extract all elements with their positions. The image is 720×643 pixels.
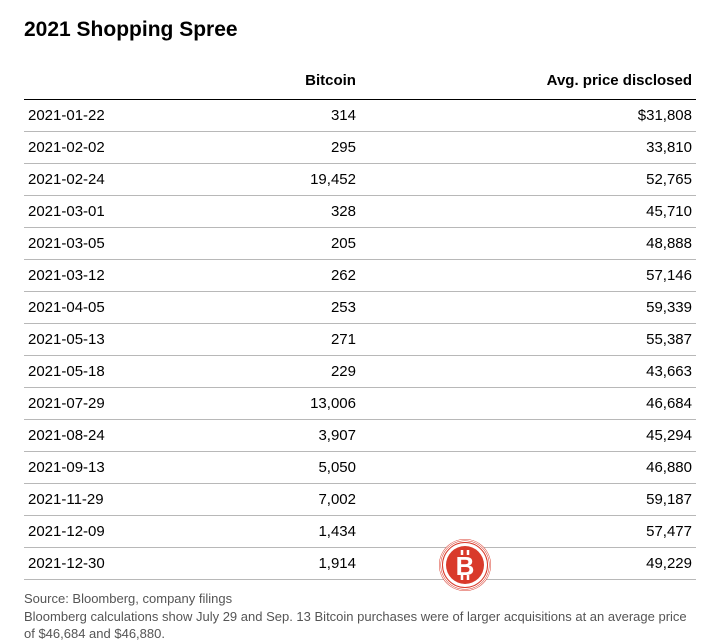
table-cell: 2021-04-05 [24, 292, 172, 324]
table-cell: 19,452 [172, 164, 360, 196]
table-cell: 43,663 [360, 356, 696, 388]
table-cell: 2021-03-01 [24, 196, 172, 228]
bitcoin-icon: B [438, 538, 492, 592]
table-row: 2021-03-1226257,146 [24, 260, 696, 292]
table-cell: 2021-01-22 [24, 100, 172, 132]
table-cell: 2021-05-18 [24, 356, 172, 388]
table-row: 2021-09-135,05046,880 [24, 452, 696, 484]
table-cell: 57,146 [360, 260, 696, 292]
table-cell: 229 [172, 356, 360, 388]
table-cell: 1,434 [172, 516, 360, 548]
table-row: 2021-08-243,90745,294 [24, 420, 696, 452]
table-cell: 13,006 [172, 388, 360, 420]
table-row: 2021-01-22314$31,808 [24, 100, 696, 132]
footer-notes: Source: Bloomberg, company filings Bloom… [24, 590, 696, 643]
table-cell: 46,684 [360, 388, 696, 420]
table-cell: 271 [172, 324, 360, 356]
table-row: 2021-02-0229533,810 [24, 132, 696, 164]
table-body: 2021-01-22314$31,8082021-02-0229533,8102… [24, 100, 696, 580]
table-cell: 45,710 [360, 196, 696, 228]
table-cell: 7,002 [172, 484, 360, 516]
table-row: 2021-12-301,91449,229 [24, 548, 696, 580]
table-row: 2021-02-2419,45252,765 [24, 164, 696, 196]
footer-source: Source: Bloomberg, company filings [24, 590, 696, 608]
table-cell: 48,888 [360, 228, 696, 260]
table-row: 2021-03-0132845,710 [24, 196, 696, 228]
table-cell: 59,339 [360, 292, 696, 324]
table-row: 2021-04-0525359,339 [24, 292, 696, 324]
table-cell: 52,765 [360, 164, 696, 196]
table-cell: 46,880 [360, 452, 696, 484]
col-header-price: Avg. price disclosed [360, 64, 696, 100]
table-row: 2021-05-1822943,663 [24, 356, 696, 388]
table-cell: 57,477 [360, 516, 696, 548]
table-cell: 262 [172, 260, 360, 292]
table-cell: 2021-08-24 [24, 420, 172, 452]
table-cell: 55,387 [360, 324, 696, 356]
table-cell: 2021-12-30 [24, 548, 172, 580]
page-title: 2021 Shopping Spree [24, 18, 696, 42]
table-cell: 2021-12-09 [24, 516, 172, 548]
table-row: 2021-05-1327155,387 [24, 324, 696, 356]
svg-text:B: B [456, 551, 475, 581]
table-cell: 205 [172, 228, 360, 260]
table-cell: 1,914 [172, 548, 360, 580]
table-cell: 5,050 [172, 452, 360, 484]
footer-calculation: Bloomberg calculations show July 29 and … [24, 608, 696, 643]
data-table: Bitcoin Avg. price disclosed 2021-01-223… [24, 64, 696, 580]
table-cell: 2021-11-29 [24, 484, 172, 516]
table-header-row: Bitcoin Avg. price disclosed [24, 64, 696, 100]
table-cell: 2021-05-13 [24, 324, 172, 356]
table-cell: 33,810 [360, 132, 696, 164]
table-cell: 2021-09-13 [24, 452, 172, 484]
table-cell: 2021-02-02 [24, 132, 172, 164]
table-cell: 59,187 [360, 484, 696, 516]
table-cell: 2021-02-24 [24, 164, 172, 196]
table-cell: 3,907 [172, 420, 360, 452]
table-row: 2021-03-0520548,888 [24, 228, 696, 260]
table-cell: 253 [172, 292, 360, 324]
table-cell: 2021-03-05 [24, 228, 172, 260]
col-header-date [24, 64, 172, 100]
table-cell: 49,229 [360, 548, 696, 580]
table-row: 2021-07-2913,00646,684 [24, 388, 696, 420]
col-header-bitcoin: Bitcoin [172, 64, 360, 100]
table-cell: 45,294 [360, 420, 696, 452]
table-cell: 314 [172, 100, 360, 132]
table-cell: 2021-07-29 [24, 388, 172, 420]
table-cell: 328 [172, 196, 360, 228]
table-row: 2021-12-091,43457,477 [24, 516, 696, 548]
table-cell: 2021-03-12 [24, 260, 172, 292]
table-row: 2021-11-297,00259,187 [24, 484, 696, 516]
table-cell: 295 [172, 132, 360, 164]
table-cell: $31,808 [360, 100, 696, 132]
